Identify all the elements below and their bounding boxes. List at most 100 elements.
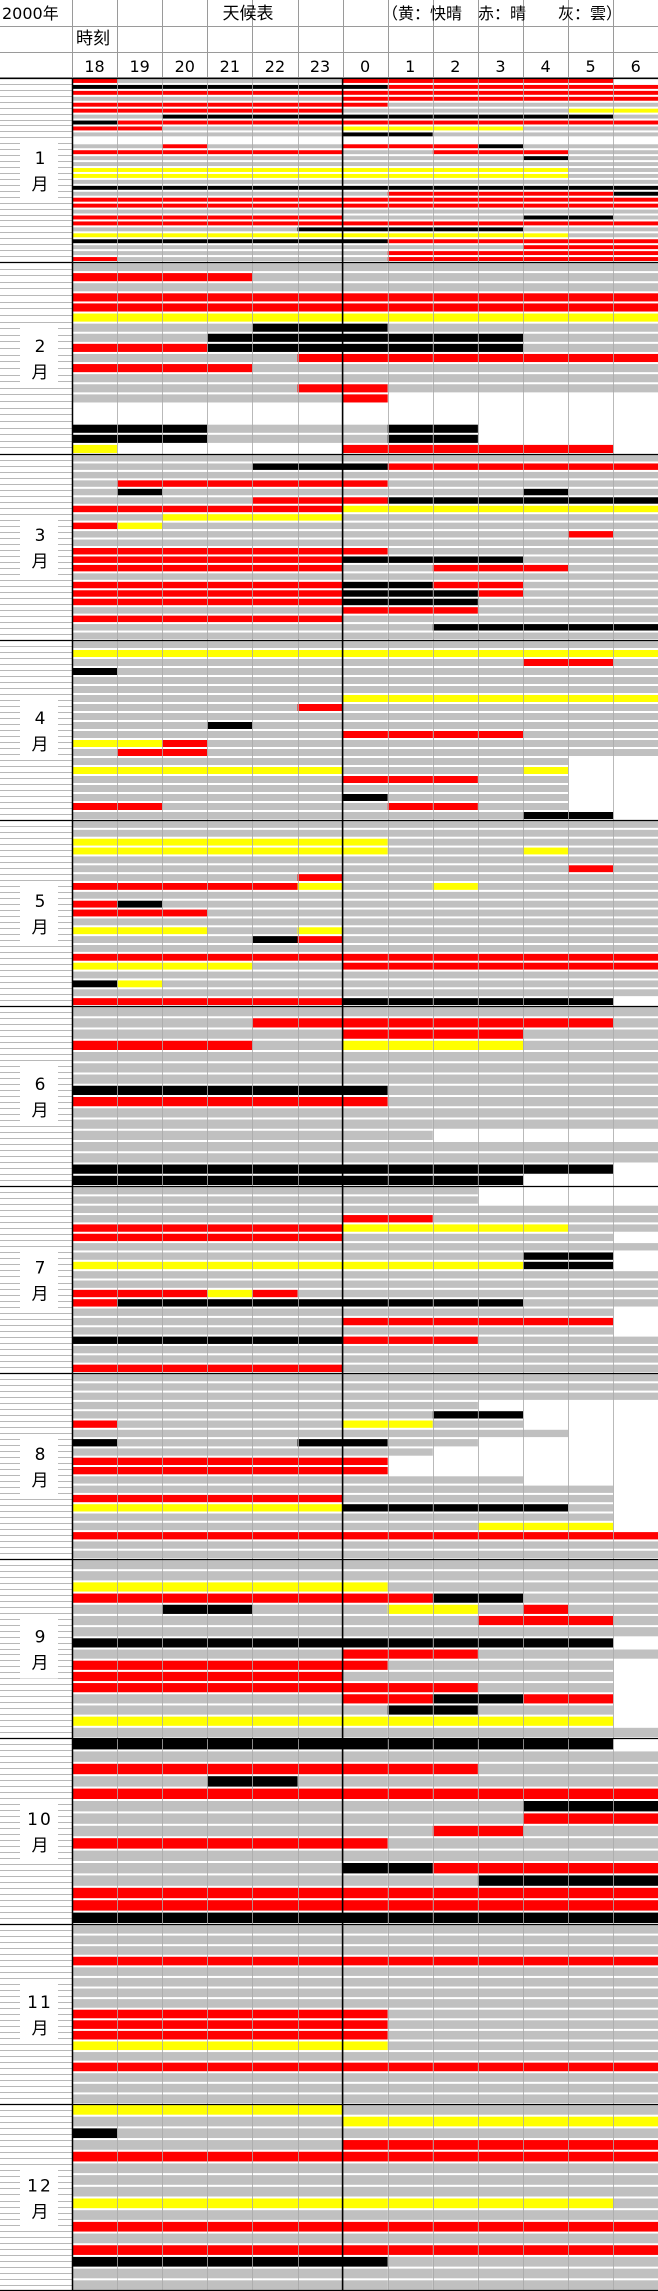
weather-cell xyxy=(297,1205,343,1214)
weather-cell xyxy=(72,2128,118,2139)
weather-cell xyxy=(162,2256,208,2267)
weather-cell xyxy=(117,1522,163,1531)
weather-cell xyxy=(207,215,253,220)
weather-cell xyxy=(432,1649,478,1659)
weather-cell xyxy=(477,1411,523,1419)
weather-cell xyxy=(432,2083,478,2093)
weather-cell xyxy=(613,722,658,729)
weather-cell xyxy=(432,1694,478,1704)
weather-cell xyxy=(432,1074,478,1084)
weather-cell xyxy=(207,953,253,961)
weather-cell xyxy=(432,488,478,496)
weather-cell xyxy=(477,749,523,756)
weather-cell xyxy=(162,1280,208,1288)
weather-cell xyxy=(613,1153,658,1163)
weather-cell xyxy=(117,1956,163,1966)
weather-cell xyxy=(207,1763,253,1775)
weather-cell xyxy=(207,1727,253,1737)
weather-cell xyxy=(477,1683,523,1693)
weather-cell xyxy=(523,1671,569,1682)
weather-cell xyxy=(162,185,208,190)
weather-cell xyxy=(297,1308,343,1316)
weather-cell xyxy=(207,1485,253,1493)
weather-cell xyxy=(72,1615,118,1626)
weather-cell xyxy=(342,1429,388,1438)
weather-cell xyxy=(72,343,118,352)
weather-cell xyxy=(207,900,253,908)
weather-cell xyxy=(207,909,253,917)
weather-cell xyxy=(72,865,118,873)
weather-cell xyxy=(613,856,658,864)
weather-cell xyxy=(117,598,163,606)
weather-cell xyxy=(523,785,569,792)
weather-cell xyxy=(162,1355,208,1363)
weather-cell xyxy=(387,1716,433,1726)
weather-cell xyxy=(117,1671,163,1682)
weather-cell xyxy=(117,1411,163,1419)
weather-cell xyxy=(523,2280,569,2290)
weather-cell xyxy=(613,821,658,828)
weather-cell xyxy=(432,1825,478,1837)
weather-cell xyxy=(477,856,523,864)
weather-cell xyxy=(523,803,569,810)
weather-cell xyxy=(477,556,523,563)
weather-cell xyxy=(207,522,253,530)
weather-cell xyxy=(387,488,433,496)
weather-cell xyxy=(252,1401,298,1410)
weather-cell xyxy=(342,749,388,756)
weather-cell xyxy=(72,1627,118,1637)
weather-cell xyxy=(387,677,433,684)
weather-cell xyxy=(252,1838,298,1849)
weather-cell xyxy=(432,1224,478,1232)
weather-cell xyxy=(523,539,569,546)
weather-cell xyxy=(342,838,388,846)
weather-cell xyxy=(523,953,569,961)
weather-cell xyxy=(568,108,614,113)
weather-cell xyxy=(342,1825,388,1837)
weather-cell xyxy=(117,1142,163,1152)
weather-cell xyxy=(342,1119,388,1129)
weather-cell xyxy=(387,1252,433,1260)
weather-cell xyxy=(207,1261,253,1270)
weather-cell xyxy=(432,79,478,83)
weather-cell xyxy=(523,883,569,890)
weather-cell xyxy=(613,2105,658,2115)
weather-cell xyxy=(162,758,208,765)
weather-cell xyxy=(297,962,343,970)
weather-cell xyxy=(613,215,658,220)
weather-cell xyxy=(568,812,614,819)
weather-cell xyxy=(252,1788,298,1799)
weather-cell xyxy=(252,927,298,935)
weather-cell xyxy=(207,505,253,513)
weather-cell xyxy=(613,1052,658,1062)
weather-cell xyxy=(613,531,658,538)
weather-cell xyxy=(477,812,523,819)
weather-cell xyxy=(387,1029,433,1039)
weather-cell xyxy=(523,1705,569,1715)
weather-cell xyxy=(207,607,253,614)
weather-cell xyxy=(477,90,523,95)
weather-cell xyxy=(432,2198,478,2209)
weather-cell xyxy=(387,1615,433,1626)
weather-cell xyxy=(613,455,658,462)
weather-cell xyxy=(252,1187,298,1195)
weather-cell xyxy=(252,874,298,881)
weather-cell xyxy=(477,463,523,470)
weather-cell xyxy=(387,120,433,125)
weather-cell xyxy=(387,2020,433,2029)
weather-cell xyxy=(297,1627,343,1637)
weather-cell xyxy=(252,168,298,172)
weather-cell xyxy=(117,2210,163,2220)
weather-cell xyxy=(342,394,388,403)
weather-cell xyxy=(162,505,208,513)
weather-cell xyxy=(72,1040,118,1050)
weather-cell xyxy=(342,531,388,538)
weather-cell xyxy=(387,162,433,167)
weather-cell xyxy=(568,2116,614,2127)
weather-cell xyxy=(117,209,163,214)
weather-cell xyxy=(72,488,118,496)
weather-cell xyxy=(568,1751,614,1762)
weather-cell xyxy=(342,2083,388,2093)
weather-cell xyxy=(117,293,163,302)
weather-cell xyxy=(162,1029,208,1039)
